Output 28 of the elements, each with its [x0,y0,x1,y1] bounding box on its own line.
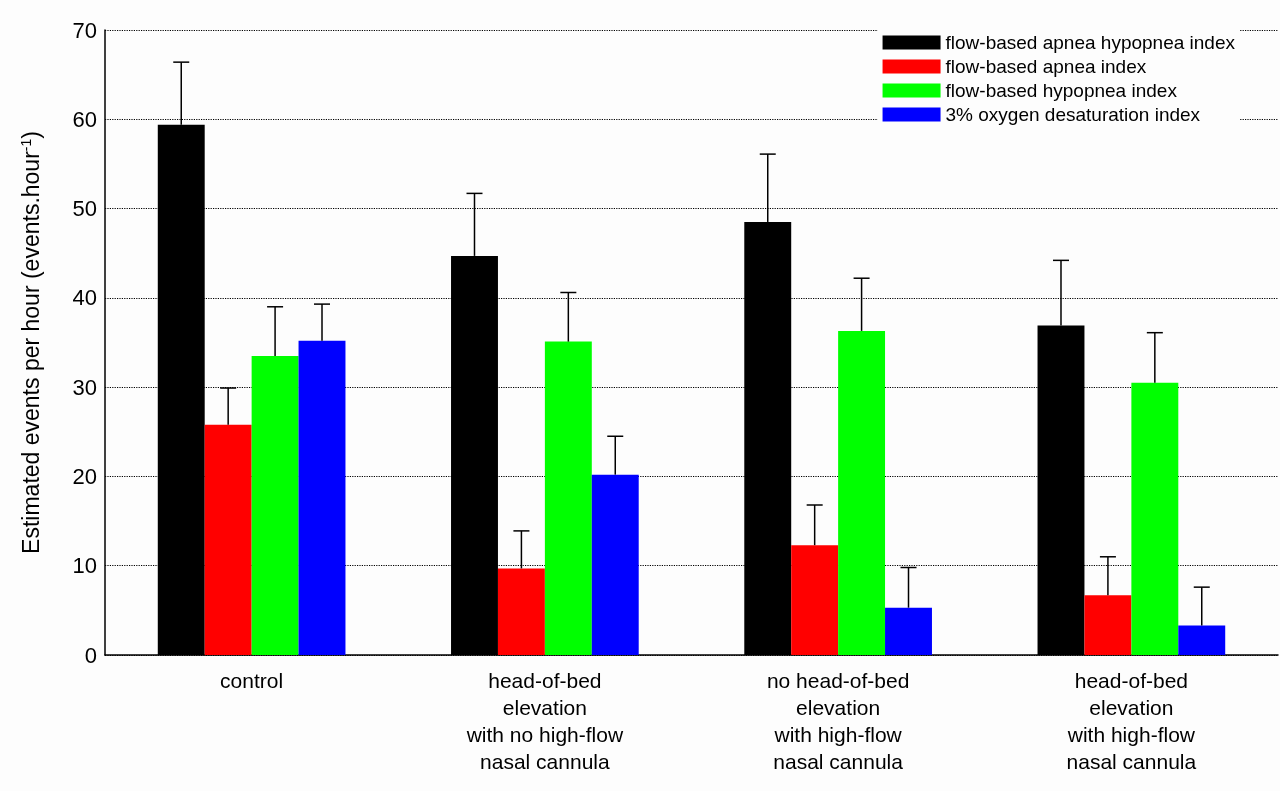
legend-label: 3% oxygen desaturation index [945,104,1201,125]
x-tick-label: head-of-bed elevation with no high-flow nasal cannula [465,669,624,773]
y-tick-label: 20 [72,463,97,489]
legend-label: flow-based apnea index [945,56,1147,77]
bar [298,340,346,655]
bar [204,424,252,655]
bar [591,474,639,655]
bar [251,355,299,655]
y-tick-label: 60 [72,106,97,132]
bar [1131,382,1179,655]
y-tick-label: 30 [72,374,97,400]
bar [497,568,545,655]
y-tick-label: 50 [72,196,97,222]
y-tick-label: 40 [72,285,97,311]
bar [1178,625,1226,655]
bar [791,545,839,655]
y-tick-label: 0 [84,642,97,668]
legend-label: flow-based hypopnea index [945,80,1178,101]
x-tick-label: no head-of-bed elevation with high-flow nasal cannula [766,669,910,773]
y-tick-label: 10 [72,553,97,579]
bar [838,330,886,655]
x-tick-label: control [220,669,284,692]
bar [1084,595,1132,655]
bar [544,341,592,655]
y-tick-label: 70 [72,17,97,43]
legend-label: flow-based apnea hypopnea index [945,32,1236,53]
x-tick-label: head-of-bed elevation with high-flow nasal cannula [1066,669,1197,773]
bar [885,607,932,655]
